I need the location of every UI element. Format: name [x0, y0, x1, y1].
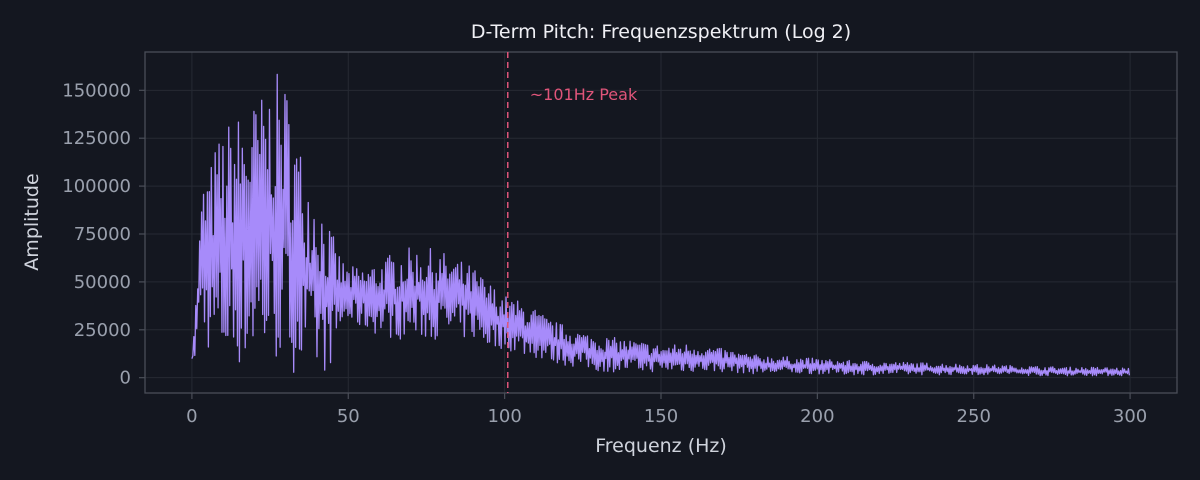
- y-tick-label: 50000: [74, 272, 131, 293]
- peak-annotation-label: ~101Hz Peak: [530, 85, 638, 104]
- y-tick-label: 100000: [62, 176, 131, 197]
- x-tick-label: 100: [487, 406, 521, 427]
- x-tick-label: 150: [644, 406, 678, 427]
- axis-ticks: 0 50 100 150 200 250 300 0 25000 50000 75000 100000…: [62, 80, 1147, 427]
- x-tick-label: 300: [1113, 406, 1147, 427]
- y-tick-label: 25000: [74, 320, 131, 341]
- x-axis-label: Frequenz (Hz): [595, 435, 727, 457]
- x-tick-label: 250: [957, 406, 991, 427]
- y-tick-label: 0: [120, 368, 131, 389]
- y-tick-label: 75000: [74, 224, 131, 245]
- y-tick-label: 125000: [62, 128, 131, 149]
- x-tick-label: 50: [337, 406, 360, 427]
- spectrum-line: [191, 73, 1131, 377]
- annotation: ~101Hz Peak: [507, 52, 638, 393]
- x-tick-label: 0: [186, 406, 197, 427]
- y-axis-label: Amplitude: [21, 173, 43, 270]
- x-tick-label: 200: [800, 406, 834, 427]
- grid-lines: [145, 52, 1177, 393]
- chart-title: D-Term Pitch: Frequenzspektrum (Log 2): [471, 21, 851, 43]
- y-tick-label: 150000: [62, 80, 131, 101]
